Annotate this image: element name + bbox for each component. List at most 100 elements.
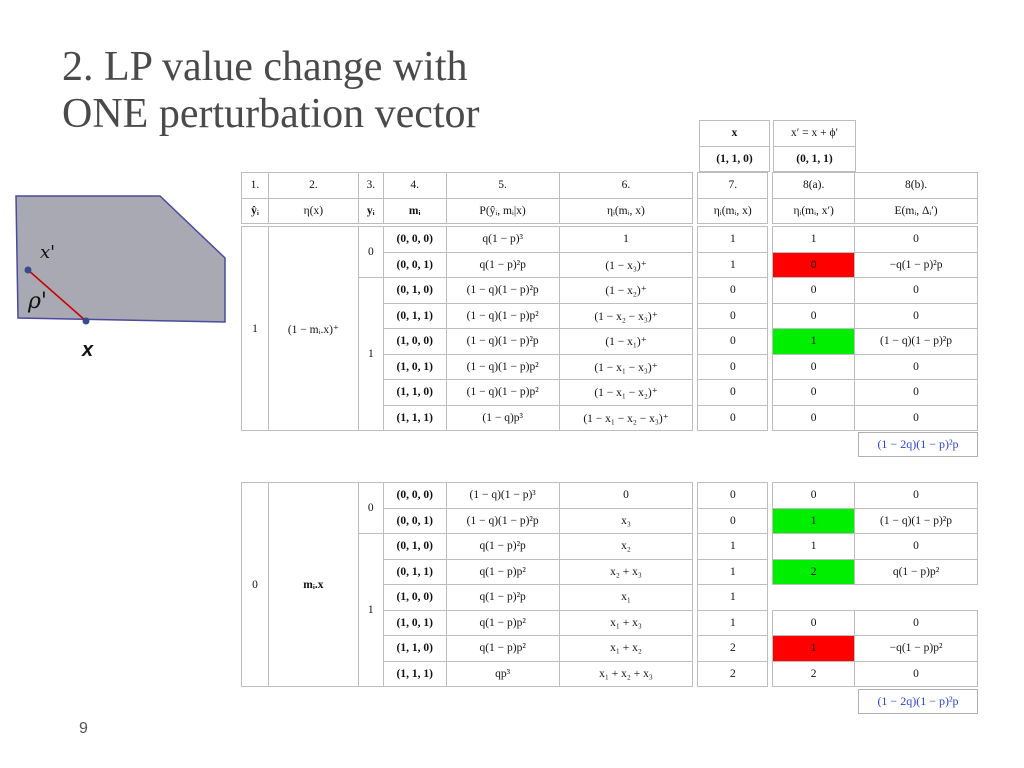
- table-cell: (1, 1, 0): [382, 379, 447, 406]
- table-cell: 2: [697, 660, 769, 687]
- table-cell: 1: [772, 226, 856, 253]
- header-sub-col3: yᵢ: [357, 197, 384, 224]
- table-cell: 1: [558, 226, 694, 253]
- table-cell: (0, 1, 1): [382, 302, 447, 329]
- block1-yhat: 1: [241, 226, 269, 431]
- table-cell-highlight-red: 0: [772, 251, 856, 278]
- table-cell: (1 − q)(1 − p)³: [445, 482, 560, 509]
- table-cell: −q(1 − p)²p: [854, 251, 978, 278]
- block1-y0: 0: [357, 226, 384, 278]
- table-cell: x₁ + x₂ + x₃: [558, 660, 694, 687]
- table-cell: 0: [772, 482, 856, 509]
- table-cell: (1 − q)(1 − p)²p: [445, 328, 560, 355]
- table-cell: 0: [854, 277, 978, 304]
- table-cell: 1: [697, 251, 769, 278]
- block1-y1: 1: [357, 277, 384, 431]
- header-col5: 5.: [445, 172, 560, 199]
- table-cell: q(1 − p)²p: [445, 533, 560, 560]
- table-cell: (1 − q)(1 − p)²p: [854, 328, 978, 355]
- header-col4: 4.: [382, 172, 447, 199]
- table-cell: 1: [697, 533, 769, 560]
- slide-title: 2. LP value change with ONE perturbation…: [62, 44, 480, 138]
- table-cell: 0: [697, 379, 769, 406]
- table-cell: 0: [854, 379, 978, 406]
- table-cell: 1: [772, 533, 856, 560]
- header-col8a: 8(a).: [772, 172, 856, 199]
- table-cell-empty: [773, 585, 855, 611]
- table-cell: (0, 0, 0): [382, 226, 447, 253]
- table-cell: 0: [697, 328, 769, 355]
- table-cell: q(1 − p)p²: [445, 635, 560, 662]
- table-cell: 2: [772, 660, 856, 687]
- title-line-1: 2. LP value change with: [62, 44, 468, 90]
- table-cell-highlight-green: 1: [772, 507, 856, 534]
- label-x: x: [81, 339, 94, 360]
- table-cell: 0: [854, 482, 978, 509]
- table-cell: qp³: [445, 660, 560, 687]
- perturbation-arrow: [27, 269, 87, 322]
- block2-sum: (1 − 2q)(1 − p)²p: [858, 689, 978, 714]
- block2-yhat: 0: [241, 482, 269, 687]
- table-cell: (0, 0, 1): [382, 507, 447, 534]
- table-cell-highlight-green: 2: [772, 558, 856, 585]
- header-sub-col6: ηᵢ(mᵢ, x): [558, 197, 694, 224]
- table-cell: 0: [697, 277, 769, 304]
- header-col2: 2.: [267, 172, 359, 199]
- table-cell: (1, 1, 0): [382, 635, 447, 662]
- header-sub-col1: ŷᵢ: [241, 197, 269, 224]
- table-cell: 0: [854, 353, 978, 380]
- table-cell: 0: [772, 353, 856, 380]
- block-2-table: 0 mᵢ.x 0 (0, 0, 0) (1 − q)(1 − p)³ 0 0 0…: [241, 482, 978, 687]
- top-col8-label: x′ = x + ϕ′: [773, 120, 856, 147]
- block2-eta: mᵢ.x: [267, 482, 359, 687]
- table-cell: (1 − x₂ − x₃)⁺: [558, 302, 694, 329]
- block-1-table: 1 (1 − mᵢ.x)⁺ 0 (0, 0, 0) q(1 − p)³ 1 1 …: [241, 226, 978, 431]
- table-cell: q(1 − p)p²: [854, 558, 978, 585]
- polytope-shape: [15, 195, 226, 323]
- table-cell: x₁ + x₃: [558, 609, 694, 636]
- table-cell: (1 − x₁ − x₃)⁺: [558, 353, 694, 380]
- point-x: [82, 317, 90, 325]
- table-cell: 0: [772, 609, 856, 636]
- table-cell: (1 − x₁ − x₂)⁺: [558, 379, 694, 406]
- table-cell: (1 − q)(1 − p)p²: [445, 353, 560, 380]
- table-cell-empty: [855, 585, 978, 611]
- table-cell: (0, 1, 0): [382, 533, 447, 560]
- table-cell: (0, 0, 1): [382, 251, 447, 278]
- table-cell: 0: [697, 302, 769, 329]
- block1-eta: (1 − mᵢ.x)⁺: [267, 226, 359, 431]
- table-cell: 0: [697, 482, 769, 509]
- header-col1: 1.: [241, 172, 269, 199]
- header-sub-col4: mᵢ: [382, 197, 447, 224]
- table-cell: (1 − q)(1 − p)²p: [445, 277, 560, 304]
- table-cell: 0: [558, 482, 694, 509]
- table-cell: −q(1 − p)p²: [854, 635, 978, 662]
- table-cell: (1, 0, 0): [382, 584, 447, 611]
- table-cell: x₁: [558, 584, 694, 611]
- header-sub-col8b: E(mᵢ, Δᵢ′): [854, 197, 978, 224]
- table-cell: 1: [697, 558, 769, 585]
- table-cell: 0: [854, 533, 978, 560]
- table-cell: 1: [697, 609, 769, 636]
- table-cell: 0: [854, 226, 978, 253]
- block2-y0: 0: [357, 482, 384, 534]
- column-header-table: 1. 2. 3. 4. 5. 6. 7. 8(a). 8(b). ŷᵢ η(x)…: [241, 172, 978, 224]
- table-cell: (1 − q)(1 − p)²p: [445, 507, 560, 534]
- table-cell: 0: [854, 609, 978, 636]
- table-cell: 0: [697, 404, 769, 431]
- table-cell: (1 − x₁ − x₂ − x₃)⁺: [558, 404, 694, 431]
- header-col3: 3.: [357, 172, 384, 199]
- table-cell: (1 − q)(1 − p)p²: [445, 302, 560, 329]
- table-cell: 0: [772, 277, 856, 304]
- label-rho: ρ': [27, 289, 47, 314]
- table-cell: (1 − q)(1 − p)²p: [854, 507, 978, 534]
- table-cell: (1 − x₃)⁺: [558, 251, 694, 278]
- label-x-prime: x': [40, 242, 55, 263]
- table-cell-highlight-red: 1: [772, 635, 856, 662]
- table-cell: 0: [854, 404, 978, 431]
- table-cell: (1 − x₁)⁺: [558, 328, 694, 355]
- table-cell: 0: [772, 379, 856, 406]
- table-cell: x₃: [558, 507, 694, 534]
- table-cell: 0: [854, 660, 978, 687]
- table-cell: (1, 1, 1): [382, 404, 447, 431]
